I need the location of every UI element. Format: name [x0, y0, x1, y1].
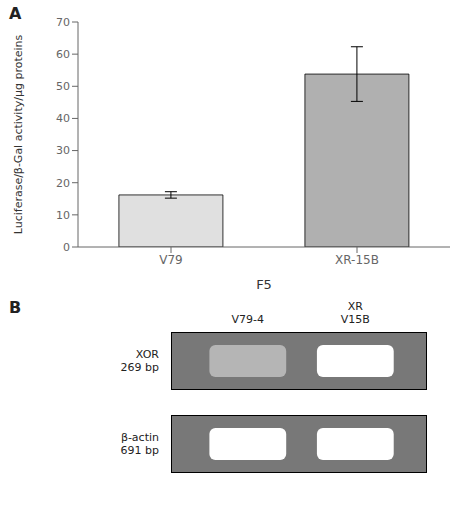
html-text:V79-4: V79-4 [231, 313, 264, 326]
svg-text:70: 70 [56, 16, 70, 29]
svg-text:0: 0 [63, 241, 70, 254]
svg-text:V79: V79 [159, 253, 182, 267]
svg-text:30: 30 [56, 144, 70, 157]
html-text:B: B [9, 298, 22, 317]
svg-text:60: 60 [56, 48, 70, 61]
html-text:A: A [9, 4, 22, 23]
html-text:β-actin 691 bp: β-actin 691 bp [120, 431, 159, 457]
svg-text:40: 40 [56, 112, 70, 125]
html-text:XR V15B: XR V15B [340, 300, 370, 326]
svg-text:20: 20 [56, 177, 70, 190]
html-text:XOR 269 bp: XOR 269 bp [120, 348, 159, 374]
svg-text:Luciferase/β-Gal activity/μg p: Luciferase/β-Gal activity/μg proteins [12, 34, 25, 234]
svg-text:50: 50 [56, 80, 70, 93]
svg-text:F5: F5 [256, 277, 272, 292]
svg-text:10: 10 [56, 209, 70, 222]
svg-text:XR-15B: XR-15B [335, 253, 379, 267]
